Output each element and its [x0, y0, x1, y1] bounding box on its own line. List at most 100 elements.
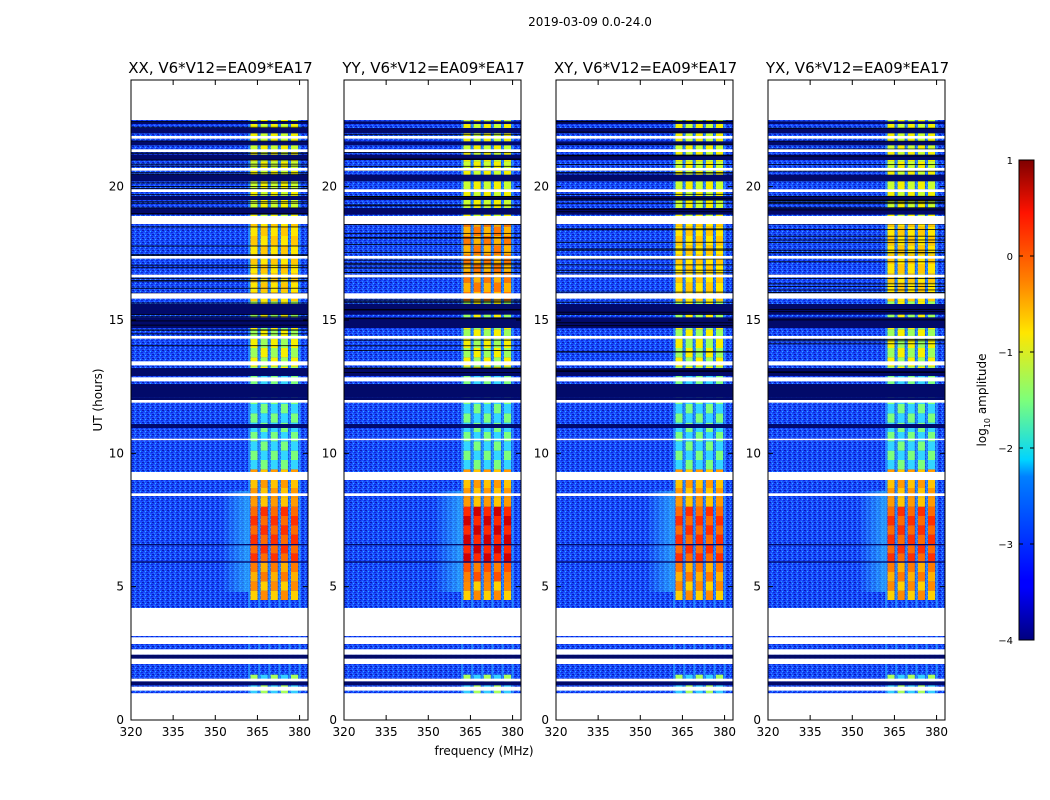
band-cell: [270, 245, 278, 255]
band-cell: [473, 236, 481, 246]
empty-region: [556, 80, 733, 120]
channel-divider: [248, 120, 250, 694]
band-cell: [927, 572, 936, 582]
flag-line: [768, 242, 945, 244]
band-cell: [675, 544, 683, 554]
flag-line: [344, 299, 521, 301]
data-gap: [556, 686, 733, 691]
band-cell: [280, 525, 288, 535]
band-cell: [503, 432, 512, 442]
band-cell: [715, 516, 724, 526]
axes-frame: [767, 79, 946, 721]
band-cell: [917, 348, 925, 358]
band-cell: [695, 525, 703, 535]
band-cell: [927, 488, 936, 498]
band-cell: [270, 516, 278, 526]
band-cell: [250, 254, 258, 264]
data-gap: [768, 608, 945, 636]
band-cell: [503, 488, 512, 498]
band-cell: [250, 478, 258, 488]
band-cell: [503, 264, 512, 274]
band-cell: [897, 180, 905, 190]
flag-line: [768, 239, 945, 241]
data-gap: [344, 400, 521, 403]
data-gap: [344, 472, 521, 480]
band-cell: [907, 506, 915, 516]
band-cell: [463, 562, 471, 572]
band-cell: [473, 450, 481, 460]
flag-line: [344, 339, 521, 341]
band-cell: [715, 506, 724, 516]
band-cell: [927, 581, 936, 591]
band-cell: [280, 348, 288, 358]
channel-divider: [703, 120, 706, 694]
flag-line: [131, 213, 308, 215]
channel-divider: [885, 120, 887, 694]
band-cell: [715, 226, 724, 236]
band-cell: [280, 553, 288, 563]
band-cell: [695, 432, 703, 442]
channel-divider: [481, 120, 484, 694]
data-gap: [556, 438, 733, 441]
band-cell: [685, 581, 693, 591]
x-tick-label: 365: [671, 725, 694, 739]
data-gap: [131, 168, 308, 171]
data-gap: [768, 216, 945, 224]
data-gap: [556, 216, 733, 224]
band-cell: [685, 534, 693, 544]
band-cell: [483, 581, 491, 591]
flagged-row: [768, 561, 945, 563]
axes-frame: [343, 79, 522, 721]
band-cell: [685, 460, 693, 470]
band-cell: [250, 441, 258, 451]
band-cell: [473, 310, 481, 320]
emission-glow: [220, 490, 249, 592]
band-cell: [907, 525, 915, 535]
empty-region: [344, 693, 521, 720]
band-cell: [463, 198, 471, 208]
band-cell: [473, 404, 481, 414]
data-gap: [556, 274, 733, 278]
band-cell: [503, 506, 512, 516]
band-cell: [463, 226, 471, 236]
band-cell: [503, 413, 512, 423]
data-gap: [131, 608, 308, 636]
flag-line: [556, 155, 733, 157]
y-tick-label: 20: [109, 180, 124, 194]
colorbar-tick-label: 0: [1007, 252, 1013, 263]
band-cell: [897, 413, 905, 423]
band-cell: [493, 562, 501, 572]
channel-divider: [713, 120, 716, 694]
band-cell: [685, 488, 693, 498]
data-gap: [556, 637, 733, 644]
band-cell: [887, 506, 895, 516]
band-cell: [695, 581, 703, 591]
flagged-row: [556, 141, 733, 146]
band-cell: [715, 441, 724, 451]
band-cell: [503, 534, 512, 544]
band-cell: [705, 534, 713, 544]
y-tick-label: 15: [322, 313, 337, 327]
band-cell: [695, 226, 703, 236]
flagged-row: [344, 317, 521, 328]
band-cell: [887, 180, 895, 190]
data-gap: [344, 136, 521, 139]
band-cell: [473, 189, 481, 199]
data-gap: [131, 438, 308, 441]
band-cell: [280, 310, 288, 320]
band-cell: [715, 544, 724, 554]
band-cell: [917, 572, 925, 582]
flag-line: [344, 205, 521, 207]
band-cell: [290, 282, 299, 292]
flagged-row: [768, 654, 945, 659]
band-cell: [715, 525, 724, 535]
band-cell: [463, 310, 471, 320]
flag-line: [556, 258, 733, 260]
data-gap: [556, 678, 733, 682]
flag-line: [131, 333, 308, 335]
band-cell: [463, 488, 471, 498]
band-cell: [473, 348, 481, 358]
band-cell: [270, 189, 278, 199]
band-cell: [917, 497, 925, 507]
band-cell: [280, 254, 288, 264]
